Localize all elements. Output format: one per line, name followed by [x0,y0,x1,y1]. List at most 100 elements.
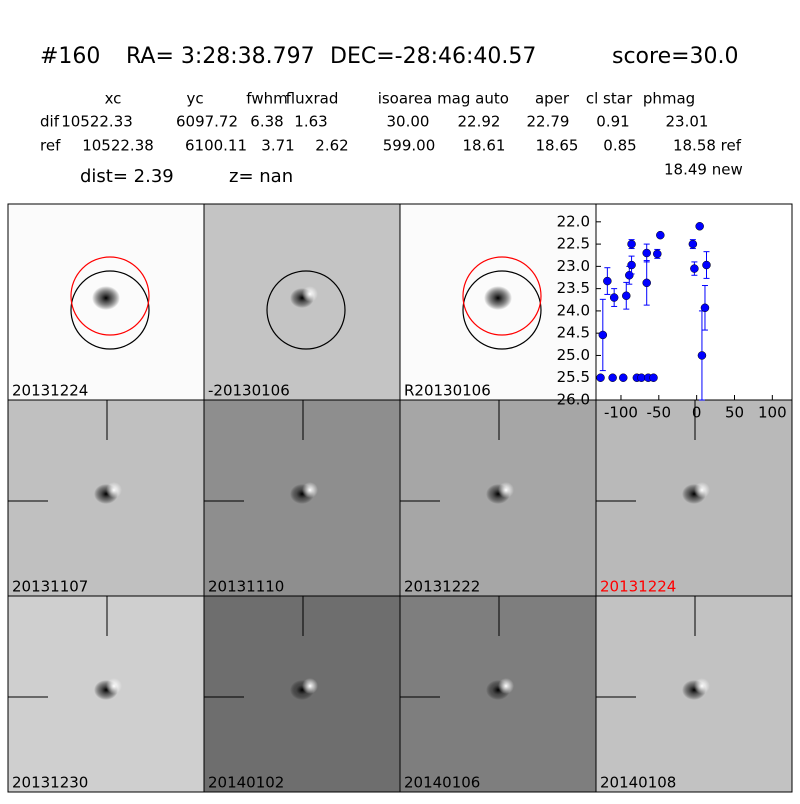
point [609,293,619,302]
x-tick-label: 0 [692,404,702,422]
cell: 1.63 [294,113,327,131]
point [596,373,605,382]
point [622,291,631,301]
cell: 18.65 [536,137,579,155]
point [618,373,628,382]
point [627,239,636,249]
plot-area [595,203,793,401]
title-part: RA= 3:28:38.797 [126,44,315,69]
x-tick-label: -50 [647,404,672,422]
cell: 3.71 [261,137,294,155]
title-part: score=30.0 [612,44,739,69]
stamp-label: 20140108 [600,774,676,792]
point [656,230,665,240]
y-tick-label: 24.0 [557,301,590,319]
y-tick-label: 26.0 [557,391,590,409]
cell: 599.00 [383,137,436,155]
column-header: fwhm [246,90,287,108]
y-tick-label: 24.5 [557,324,590,342]
stamp-label: 20131107 [12,578,88,596]
point [627,260,636,270]
point [688,239,698,249]
stamp-label: 20140102 [208,774,284,792]
y-tick-label: 22.5 [557,235,590,253]
title-part: DEC=-28:46:40.57 [330,44,536,69]
light-curve: 22.0 22.5 23.0 23.5 24.0 24.5 25.0 25.5 26.0 -100… [557,203,793,422]
stamp-label: 20131230 [12,774,88,792]
point [690,264,699,273]
stamp-label: 20131110 [208,578,284,596]
header: #160 RA= 3:28:38.797 DEC=-28:46:40.57 score… [40,44,743,187]
source-residual [106,482,122,498]
column-header: fluxrad [286,90,339,108]
extra: 18.49 new [664,161,743,179]
cell: 23.01 [666,113,709,131]
point [603,276,612,286]
cell: 6.38 [250,113,283,131]
y-tick-label: 22.0 [557,212,590,230]
column-header: xc [105,90,122,108]
stamp-label: 20140106 [404,774,480,792]
cell: 22.92 [458,113,501,131]
stamp [203,595,401,793]
source-residual [498,482,514,498]
cell: 0.85 [603,137,636,155]
source-residual [302,286,318,302]
y-tick-label: 25.0 [557,346,590,364]
stamp-label: -20130106 [208,382,290,400]
point [608,373,617,382]
cell: 2.62 [315,137,348,155]
y-tick-label: 23.0 [557,257,590,275]
source-residual [302,482,318,498]
stamp-label: R20130106 [404,382,491,400]
column-header: mag auto [437,90,509,108]
cell: 6100.11 [185,137,247,155]
column-header: aper [535,90,570,108]
x-tick-label: -100 [604,404,638,422]
aperture-ref [70,256,150,336]
column-header: isoarea [378,90,433,108]
point [598,330,608,340]
y-tick-label: 25.5 [557,368,590,386]
cell: 22.79 [527,113,570,131]
source-residual [498,678,514,694]
point [653,249,662,259]
point [695,222,704,231]
source [484,286,512,310]
point [697,351,707,360]
cell: 30.00 [387,113,430,131]
point [642,278,651,288]
stamp-label: 20131224 [600,578,676,596]
z: z= nan [229,166,293,187]
cell: 18.61 [463,137,506,155]
aperture [70,270,150,350]
cell: 10522.38 [82,137,154,155]
row-name: dif [40,113,60,131]
y-tick-label: 23.5 [557,279,590,297]
title-part: #160 [40,44,100,69]
stamp-label: 20131224 [12,382,88,400]
point [702,260,711,270]
source-residual [694,678,710,694]
point [625,271,634,280]
stamp-label: 20131222 [404,578,480,596]
row-name: ref [40,137,61,155]
dist: dist= 2.39 [80,166,174,187]
point [642,248,651,258]
point [649,373,658,382]
column-header: phmag [643,90,695,108]
column-header: yc [186,90,203,108]
cell: 10522.33 [61,113,133,131]
cell: 6097.72 [176,113,238,131]
stamps: 20131224 -20130106 R20130106 20131107 201311… [7,203,793,793]
source-residual [106,678,122,694]
source-residual [302,678,318,694]
aperture-ref [462,256,542,336]
point [700,303,710,313]
cell: 18.58 ref [673,137,742,155]
source-residual [694,482,710,498]
aperture [462,270,542,350]
source [92,286,120,310]
column-header: cl star [586,90,633,108]
